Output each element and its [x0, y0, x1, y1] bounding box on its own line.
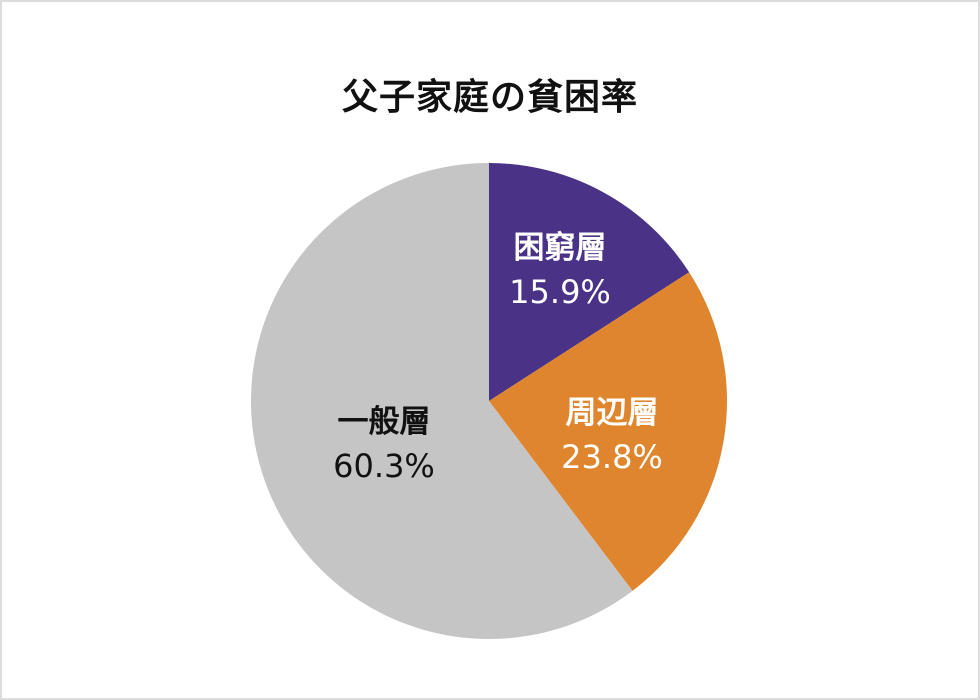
- chart-title: 父子家庭の貧困率: [341, 77, 638, 118]
- slice-name: 周辺層: [565, 395, 659, 431]
- slice-percent: 23.8%: [561, 438, 663, 476]
- slice-label-marginal: 周辺層 23.8%: [552, 391, 672, 479]
- slice-general: [251, 163, 633, 639]
- slice-marginal: [489, 272, 728, 591]
- slice-name: 一般層: [337, 404, 431, 440]
- slice-label-general: 一般層 60.3%: [324, 400, 444, 488]
- slice-percent: 60.3%: [333, 447, 435, 485]
- slice-poor: [489, 163, 690, 401]
- slice-label-poor: 困窮層 15.9%: [500, 226, 620, 314]
- slice-name: 困窮層: [513, 230, 607, 266]
- slice-percent: 15.9%: [509, 273, 611, 311]
